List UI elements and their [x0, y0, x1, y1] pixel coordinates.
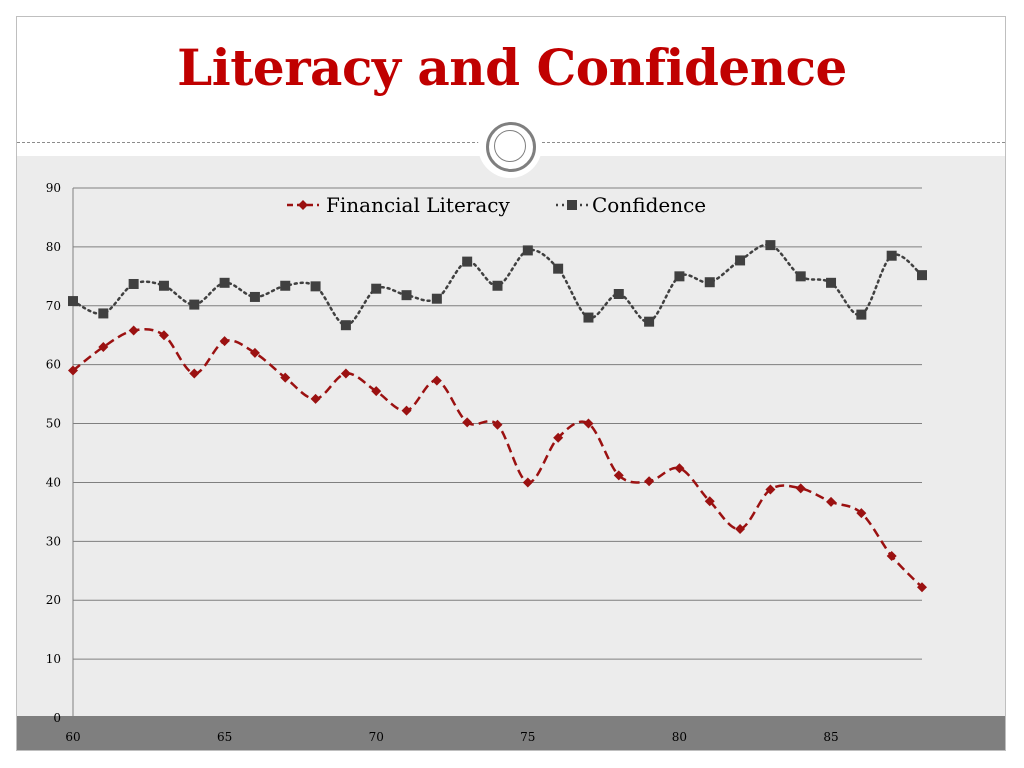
bottom-band: [17, 716, 1005, 750]
series-confidence: [68, 240, 927, 331]
data-point-confidence: [522, 245, 533, 256]
legend-marker-diamond: [298, 200, 308, 210]
data-point-confidence: [310, 281, 321, 292]
data-point-literacy: [462, 417, 473, 428]
data-point-confidence: [735, 255, 746, 266]
x-axis-ticks: 60 65 70 75 80 85: [65, 730, 838, 744]
data-point-literacy: [765, 484, 776, 495]
data-point-confidence: [340, 320, 351, 331]
ornament-inner-ring: [494, 130, 526, 162]
data-point-literacy: [644, 476, 655, 487]
x-tick-label: 70: [369, 730, 384, 744]
y-tick-label: 30: [46, 534, 61, 548]
data-point-literacy: [704, 496, 715, 507]
data-point-confidence: [158, 280, 169, 291]
y-tick-label: 50: [46, 417, 61, 431]
data-point-literacy: [431, 375, 442, 386]
chart-gridlines: [73, 187, 922, 660]
y-axis-ticks: 0 10 20 30 40 50 60 70 80 90: [46, 181, 61, 725]
y-tick-label: 40: [46, 475, 61, 489]
data-point-confidence: [189, 299, 200, 310]
y-tick-label: 80: [46, 240, 61, 254]
data-point-literacy: [219, 336, 230, 347]
x-tick-label: 65: [217, 730, 232, 744]
chart-series: [68, 240, 927, 593]
data-point-confidence: [856, 309, 867, 320]
x-tick-label: 60: [65, 730, 80, 744]
x-tick-label: 75: [520, 730, 535, 744]
data-point-confidence: [553, 263, 564, 274]
data-point-literacy: [886, 551, 897, 562]
data-point-confidence: [371, 283, 382, 294]
legend-item-confidence: Confidence: [556, 193, 706, 217]
data-point-literacy: [189, 368, 200, 379]
data-point-confidence: [613, 289, 624, 299]
y-tick-label: 70: [46, 299, 61, 313]
data-point-literacy: [522, 477, 533, 488]
data-point-confidence: [401, 290, 412, 301]
content-background: [17, 156, 1005, 750]
data-point-confidence: [98, 308, 109, 319]
data-point-confidence: [644, 316, 655, 327]
data-point-literacy: [68, 365, 78, 376]
series-literacy: [68, 325, 927, 593]
data-point-literacy: [280, 372, 291, 383]
legend-label: Financial Literacy: [326, 193, 510, 217]
data-point-literacy: [735, 523, 746, 534]
data-point-confidence: [280, 280, 291, 291]
data-point-literacy: [340, 368, 351, 379]
data-point-confidence: [462, 256, 473, 267]
data-point-confidence: [674, 271, 685, 282]
data-point-literacy: [98, 342, 109, 352]
data-point-literacy: [128, 325, 139, 336]
circle-ornament-icon: [478, 114, 542, 178]
data-point-literacy: [492, 419, 503, 430]
data-point-confidence: [68, 296, 78, 307]
y-tick-label: 90: [46, 181, 61, 195]
data-point-literacy: [917, 582, 927, 593]
data-point-confidence: [917, 270, 927, 281]
data-point-literacy: [826, 496, 837, 507]
data-point-literacy: [674, 463, 685, 474]
data-point-confidence: [492, 280, 503, 291]
legend-marker-square: [567, 200, 577, 210]
x-tick-label: 85: [823, 730, 838, 744]
data-point-confidence: [886, 250, 897, 261]
data-point-confidence: [765, 240, 776, 251]
data-point-confidence: [249, 291, 260, 302]
legend-label: Confidence: [592, 193, 706, 217]
y-tick-label: 0: [53, 711, 61, 725]
data-point-literacy: [553, 432, 564, 443]
data-point-literacy: [613, 470, 624, 481]
chart-legend: Financial Literacy Confidence: [287, 193, 706, 217]
y-tick-label: 10: [46, 652, 61, 666]
series-line-literacy: [72, 328, 923, 589]
y-tick-label: 20: [46, 593, 61, 607]
data-point-literacy: [310, 393, 321, 404]
data-point-confidence: [128, 278, 139, 289]
data-point-confidence: [583, 312, 594, 323]
data-point-literacy: [371, 386, 382, 397]
data-point-literacy: [583, 418, 594, 429]
data-point-literacy: [795, 483, 806, 494]
slide-title: Literacy and Confidence: [177, 38, 847, 97]
data-point-confidence: [826, 277, 837, 288]
y-tick-label: 60: [46, 358, 61, 372]
x-tick-label: 80: [672, 730, 687, 744]
legend-item-literacy: Financial Literacy: [287, 193, 510, 217]
data-point-literacy: [856, 508, 867, 519]
data-point-confidence: [704, 277, 715, 288]
data-point-confidence: [795, 271, 806, 282]
data-point-literacy: [158, 330, 169, 341]
data-point-confidence: [431, 293, 442, 304]
data-point-confidence: [219, 277, 230, 288]
data-point-literacy: [249, 347, 260, 358]
data-point-literacy: [401, 405, 412, 416]
